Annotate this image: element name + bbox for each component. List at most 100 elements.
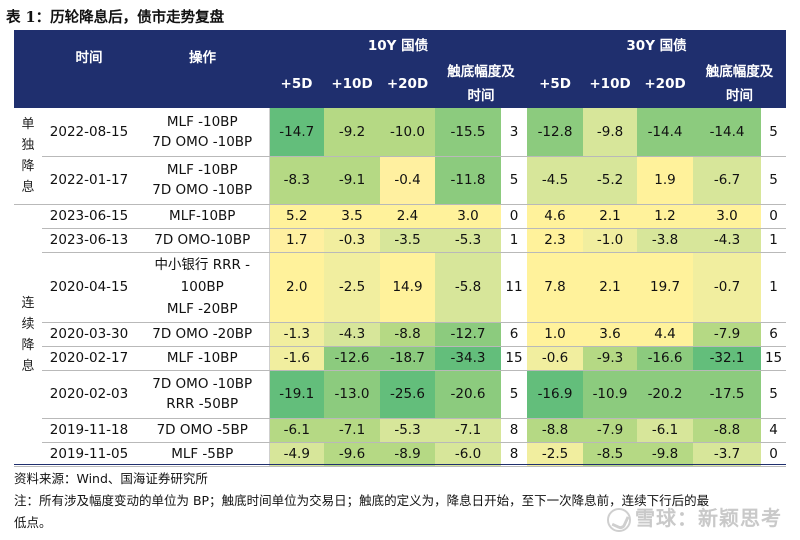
row-date: 2022-01-17: [42, 156, 136, 205]
note-line-1: 注：所有涉及幅度变动的单位为 BP；触底时间单位为交易日；触底的定义为，降息日开…: [14, 493, 710, 508]
cell-30y-20d: 4.4: [637, 322, 694, 347]
header-10y-bottom-1: 触底幅度及: [435, 60, 528, 84]
cell-10y-5d: 2.0: [269, 252, 324, 323]
rate-cut-table: 时间 操作 10Y 国债 30Y 国债 +5D +10D +20D 触底幅度及 …: [14, 32, 787, 467]
cell-30y-days: 0: [761, 442, 787, 467]
header-30y-bottom-2: 时间: [693, 84, 787, 108]
table-row: 2019-11-05 MLF -5BP -4.9 -9.6 -8.9 -6.0 …: [14, 442, 787, 467]
cell-30y-5d: -2.5: [527, 442, 584, 467]
cell-10y-bottom: -12.7: [435, 322, 501, 347]
header-10y-5d: +5D: [269, 60, 324, 108]
cell-10y-days: 3: [501, 108, 528, 157]
cell-10y-10d: -2.5: [324, 252, 380, 323]
row-date: 2019-11-05: [42, 442, 136, 467]
header-10y-10d: +10D: [324, 60, 380, 108]
cell-30y-20d: 19.7: [637, 252, 694, 323]
cell-30y-days: 5: [761, 370, 787, 419]
cell-30y-days: 6: [761, 322, 787, 347]
cell-30y-20d: -6.1: [637, 418, 694, 443]
cell-10y-10d: -9.1: [324, 156, 380, 205]
table-title: 表 1：历轮降息后，债市走势复盘: [6, 9, 225, 26]
cell-10y-10d: -12.6: [324, 346, 380, 371]
cell-10y-days: 5: [501, 370, 528, 419]
row-date: 2020-04-15: [42, 252, 136, 323]
cell-30y-20d: -20.2: [637, 370, 694, 419]
cell-10y-20d: -0.4: [380, 156, 435, 205]
cell-30y-bottom: -14.4: [693, 108, 762, 157]
header-10y: 10Y 国债: [269, 32, 528, 61]
cell-10y-20d: -3.5: [380, 228, 435, 253]
cell-30y-10d: 2.1: [583, 252, 638, 323]
cell-30y-5d: 2.3: [527, 228, 584, 253]
header-operation: 操作: [136, 32, 269, 84]
cell-30y-days: 1: [761, 228, 787, 253]
section-consecutive: 连续降息: [14, 204, 42, 467]
cell-10y-days: 8: [501, 418, 528, 443]
section-single: 单独降息: [14, 108, 42, 205]
cell-10y-20d: -5.3: [380, 418, 435, 443]
cell-10y-days: 11: [501, 252, 528, 323]
watermark-text: 雪球：新颖思考: [635, 506, 782, 530]
header-10y-bottom-2: 时间: [435, 84, 528, 108]
header-30y-20d: +20D: [637, 60, 694, 108]
table-row: 2023-06-13 7D OMO-10BP 1.7 -0.3 -3.5 -5.…: [14, 228, 787, 253]
row-date: 2020-02-03: [42, 370, 136, 419]
cell-30y-10d: -8.5: [583, 442, 638, 467]
cell-30y-10d: -9.3: [583, 346, 638, 371]
cell-30y-days: 0: [761, 204, 787, 229]
cell-30y-bottom: -7.9: [693, 322, 762, 347]
cell-30y-5d: 7.8: [527, 252, 584, 323]
header-blank: [14, 32, 42, 108]
header-30y-5d: +5D: [527, 60, 584, 108]
cell-10y-20d: -18.7: [380, 346, 435, 371]
cell-10y-10d: -4.3: [324, 322, 380, 347]
cell-10y-20d: -10.0: [380, 108, 435, 157]
row-date: 2023-06-15: [42, 204, 136, 229]
table-row: 2020-03-30 7D OMO -20BP -1.3 -4.3 -8.8 -…: [14, 322, 787, 347]
row-operation: MLF -5BP: [136, 442, 270, 467]
table-row: 2020-02-03 7D OMO -10BP RRR -50BP -19.1 -…: [14, 370, 787, 419]
cell-30y-5d: 1.0: [527, 322, 584, 347]
row-operation: 中小银行 RRR -100BP MLF -20BP: [136, 252, 270, 323]
cell-10y-20d: -8.8: [380, 322, 435, 347]
cell-10y-bottom: 3.0: [435, 204, 501, 229]
row-operation: MLF -10BP: [136, 346, 270, 371]
row-date: 2023-06-13: [42, 228, 136, 253]
row-operation: MLF -10BP 7D OMO -10BP: [136, 156, 270, 205]
cell-30y-bottom: -8.8: [693, 418, 762, 443]
cell-10y-bottom: -5.8: [435, 252, 501, 323]
cell-10y-days: 0: [501, 204, 528, 229]
cell-10y-5d: -1.6: [269, 346, 324, 371]
cell-30y-days: 1: [761, 252, 787, 323]
cell-10y-20d: -8.9: [380, 442, 435, 467]
cell-10y-10d: -9.2: [324, 108, 380, 157]
cell-30y-days: 4: [761, 418, 787, 443]
cell-10y-days: 1: [501, 228, 528, 253]
cell-10y-bottom: -5.3: [435, 228, 501, 253]
cell-10y-10d: -7.1: [324, 418, 380, 443]
cell-10y-5d: -1.3: [269, 322, 324, 347]
cell-10y-bottom: -6.0: [435, 442, 501, 467]
cell-10y-20d: -25.6: [380, 370, 435, 419]
row-date: 2020-03-30: [42, 322, 136, 347]
cell-10y-10d: -13.0: [324, 370, 380, 419]
cell-10y-5d: -6.1: [269, 418, 324, 443]
table-row: 2019-11-18 7D OMO -5BP -6.1 -7.1 -5.3 -7…: [14, 418, 787, 443]
cell-30y-20d: 1.2: [637, 204, 694, 229]
row-operation: 7D OMO -5BP: [136, 418, 270, 443]
cell-30y-5d: -8.8: [527, 418, 584, 443]
cell-30y-bottom: 3.0: [693, 204, 762, 229]
header-30y: 30Y 国债: [527, 32, 787, 61]
row-operation: MLF -10BP 7D OMO -10BP: [136, 108, 270, 157]
row-operation: 7D OMO -10BP RRR -50BP: [136, 370, 270, 419]
row-operation: MLF-10BP: [136, 204, 270, 229]
cell-30y-5d: -4.5: [527, 156, 584, 205]
cell-10y-bottom: -7.1: [435, 418, 501, 443]
bottom-rule: [14, 464, 786, 465]
cell-30y-20d: -14.4: [637, 108, 694, 157]
cell-10y-days: 5: [501, 156, 528, 205]
row-date: 2019-11-18: [42, 418, 136, 443]
table-row: 单独降息 2022-08-15 MLF -10BP 7D OMO -10BP -1…: [14, 108, 787, 205]
cell-10y-5d: -8.3: [269, 156, 324, 205]
top-rule: [14, 30, 786, 32]
